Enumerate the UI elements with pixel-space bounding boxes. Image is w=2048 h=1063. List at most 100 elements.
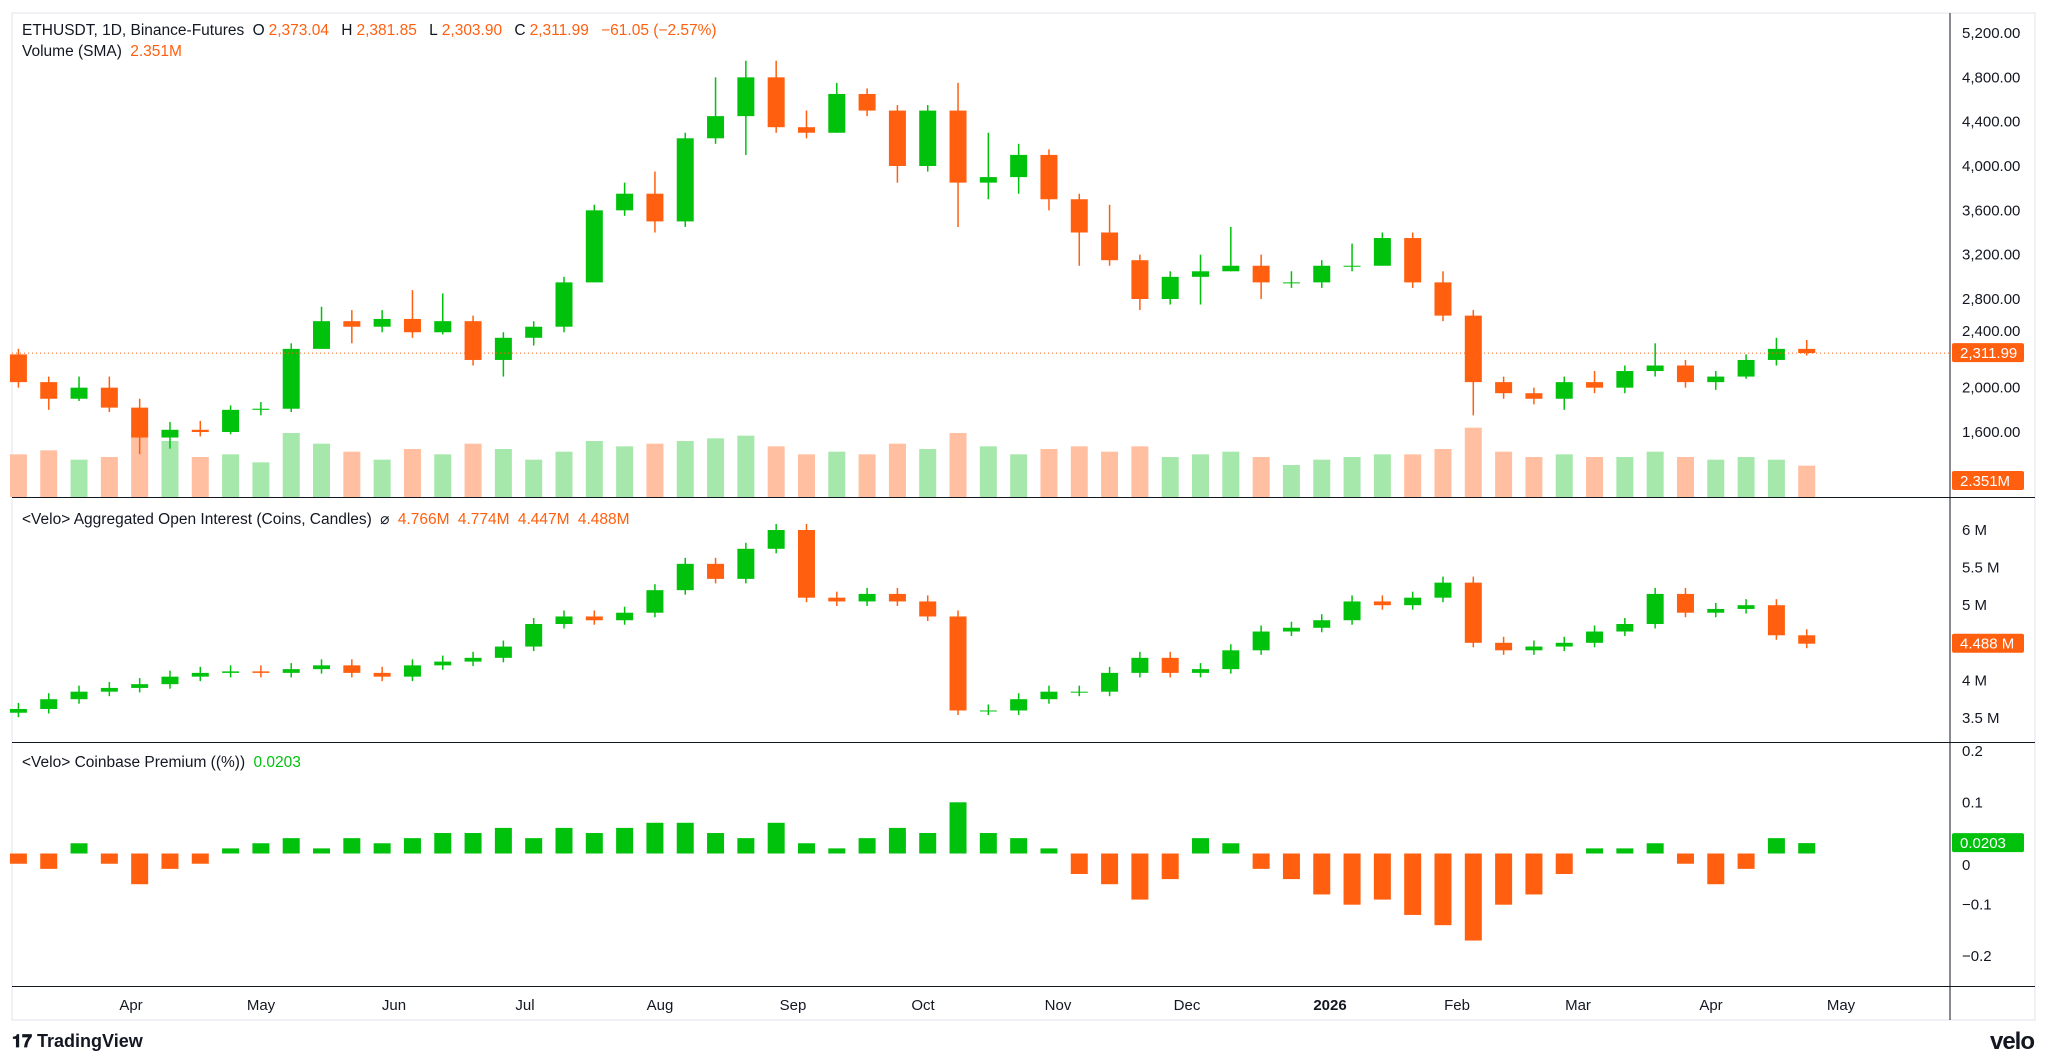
oi-candle [494, 646, 512, 658]
price-candle [1343, 265, 1361, 267]
oi-candle [70, 691, 88, 700]
time-tick-label: Feb [1444, 997, 1470, 1014]
open-label: O [252, 22, 265, 39]
volume-bar [1161, 457, 1179, 497]
premium-tick-label: −0.2 [1962, 948, 1992, 965]
price-candle [1616, 371, 1634, 388]
premium-bar [1646, 843, 1664, 854]
oi-candle [1222, 650, 1240, 670]
volume-bar [1282, 465, 1300, 497]
price-candle [1555, 382, 1573, 399]
oi-candle [797, 530, 815, 598]
volume-bar [828, 451, 846, 497]
premium-bar [1192, 838, 1210, 854]
premium-bar [1555, 853, 1573, 874]
premium-bar [1131, 853, 1149, 900]
change-value: −61.05 (−2.57%) [601, 22, 717, 39]
oi-candle [1676, 593, 1694, 613]
volume-bar [9, 454, 27, 497]
tradingview-logo[interactable]: 𝟏𝟕 TradingView [12, 1031, 143, 1052]
price-candle [100, 387, 118, 408]
price-candle [676, 138, 694, 222]
premium-bar [1313, 853, 1331, 895]
oi-candle [1616, 624, 1634, 632]
oi-candle [161, 676, 179, 685]
premium-tick-label: 0 [1962, 857, 1970, 874]
volume-badge-bg [1952, 471, 2024, 490]
price-candle [252, 408, 270, 410]
oi-tick-label: 3.5 M [1962, 710, 2000, 727]
price-candle [313, 321, 331, 349]
premium-bar [464, 833, 482, 854]
premium-bar [1798, 843, 1816, 854]
premium-legend: <Velo> Coinbase Premium ((%)) 0.0203 [22, 754, 305, 772]
premium-bar [1282, 853, 1300, 880]
low-value: 2,303.90 [441, 22, 503, 39]
oi-candle [616, 612, 634, 621]
oi-candle [1404, 597, 1422, 606]
last-price-badge: 2,311.99 [1960, 345, 2017, 362]
volume-bar [646, 443, 664, 497]
oi-candle [949, 616, 967, 711]
price-candle [131, 407, 149, 438]
volume-bar [737, 435, 755, 497]
volume-bar [1131, 446, 1149, 497]
premium-bar [1252, 853, 1270, 869]
oi-last-badge-bg [1952, 633, 2024, 653]
volume-bar [161, 441, 179, 497]
volume-bar [707, 438, 725, 497]
volume-bar [403, 449, 421, 497]
price-candle [1373, 238, 1391, 266]
open-value: 2,373.04 [268, 22, 329, 39]
premium-bar [343, 838, 361, 854]
price-candle [1767, 348, 1785, 360]
volume-bar [1101, 451, 1119, 497]
oi-candle [767, 530, 785, 549]
time-tick-label: Sep [780, 997, 807, 1014]
premium-bar [555, 827, 573, 854]
volume-bar [1767, 459, 1785, 497]
price-candle [767, 77, 785, 128]
oi-candle [1161, 657, 1179, 673]
price-candle [1313, 265, 1331, 283]
oi-candle [313, 665, 331, 670]
price-candle [646, 193, 664, 222]
oi-symbol: ⌀ [380, 511, 390, 528]
premium-bar [161, 853, 179, 869]
price-candle [1737, 359, 1755, 377]
price-tick-label: 3,600.00 [1962, 202, 2020, 219]
volume-bar [919, 449, 937, 497]
time-tick-label: Apr [1699, 997, 1722, 1014]
price-tick-label: 2,000.00 [1962, 380, 2020, 397]
oi-candle [737, 548, 755, 579]
premium-bar [1525, 853, 1543, 895]
tradingview-icon: 𝟏𝟕 [12, 1031, 38, 1051]
price-candle [70, 387, 88, 399]
volume-bar [1525, 457, 1543, 497]
price-tick-label: 2,800.00 [1962, 291, 2020, 308]
oi-candle [343, 665, 361, 673]
oi-candle [1252, 631, 1270, 651]
close-value: 2,311.99 [529, 22, 589, 39]
oi-candle [1343, 601, 1361, 621]
high-value: 2,381.85 [356, 22, 417, 39]
price-candle [707, 116, 725, 139]
oi-candle [646, 590, 664, 613]
oi-low: 4.447M [517, 511, 570, 528]
velo-logo: velo [1989, 1028, 2035, 1055]
oi-candle [464, 657, 482, 662]
premium-bar [252, 843, 270, 854]
volume-bar [343, 451, 361, 497]
premium-bar [191, 853, 209, 864]
chart-frame [11, 12, 2036, 1021]
volume-bar [40, 450, 58, 497]
volume-value: 2.351M [130, 43, 182, 60]
premium-bar [676, 822, 694, 854]
price-candle [1222, 265, 1240, 272]
low-label: L [429, 22, 438, 39]
time-tick-label: Jul [515, 997, 534, 1014]
premium-tick-label: −0.1 [1962, 897, 1992, 914]
oi-candle [585, 616, 603, 621]
premium-bar [919, 833, 937, 854]
